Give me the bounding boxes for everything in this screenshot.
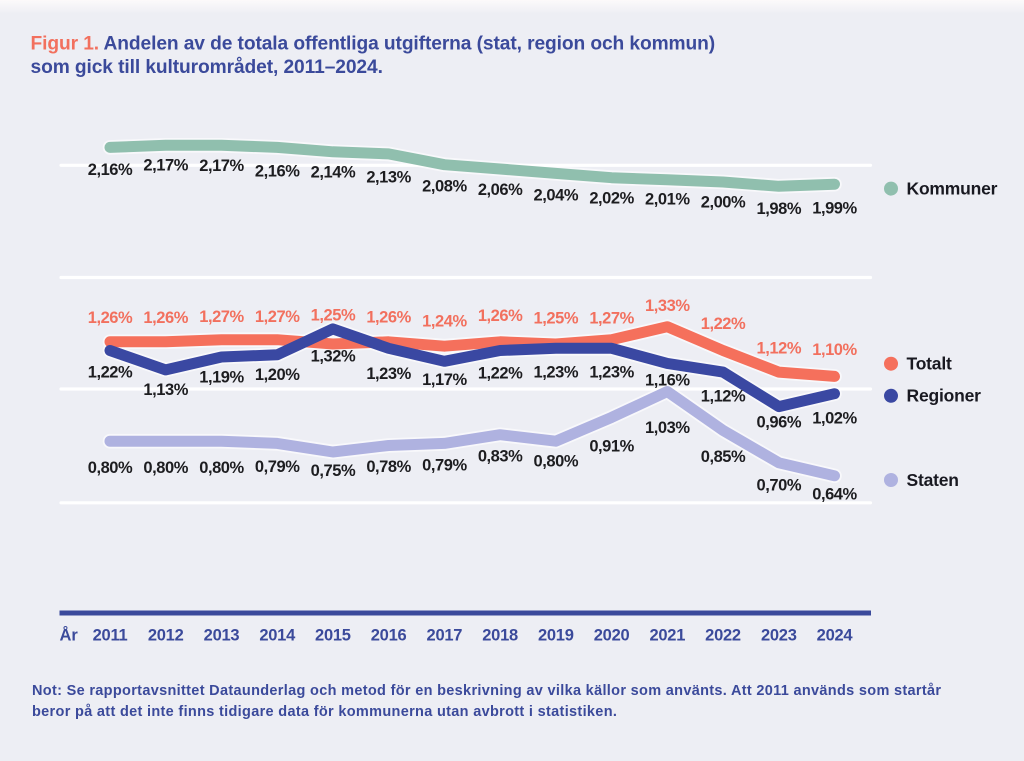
svg-text:2,13%: 2,13% — [366, 169, 411, 187]
svg-text:2011: 2011 — [93, 627, 128, 645]
svg-text:2022: 2022 — [705, 627, 741, 645]
svg-text:1,26%: 1,26% — [478, 307, 523, 325]
svg-text:1,03%: 1,03% — [645, 419, 690, 437]
svg-text:0,80%: 0,80% — [534, 453, 579, 471]
svg-text:1,22%: 1,22% — [478, 365, 523, 383]
svg-text:0,80%: 0,80% — [199, 459, 244, 477]
svg-text:1,22%: 1,22% — [701, 315, 746, 333]
svg-text:1,12%: 1,12% — [757, 340, 802, 358]
svg-text:2,02%: 2,02% — [589, 190, 634, 208]
svg-text:2012: 2012 — [148, 627, 184, 645]
svg-text:2,17%: 2,17% — [143, 157, 188, 175]
svg-text:1,25%: 1,25% — [534, 309, 579, 327]
svg-text:Kommuner: Kommuner — [907, 179, 998, 199]
svg-text:Not: Se rapportavsnittet Datau: Not: Se rapportavsnittet Dataunderlag oc… — [32, 683, 941, 699]
svg-text:2021: 2021 — [649, 627, 685, 645]
svg-text:Staten: Staten — [907, 470, 959, 490]
svg-text:1,13%: 1,13% — [143, 381, 188, 399]
svg-text:2020: 2020 — [594, 627, 630, 645]
svg-text:1,26%: 1,26% — [143, 309, 188, 327]
svg-text:2,17%: 2,17% — [199, 157, 244, 175]
svg-text:1,98%: 1,98% — [757, 200, 802, 218]
svg-text:1,32%: 1,32% — [311, 347, 356, 365]
svg-text:2,14%: 2,14% — [311, 164, 356, 182]
svg-text:1,25%: 1,25% — [311, 307, 356, 325]
svg-text:2,00%: 2,00% — [701, 194, 746, 212]
svg-text:Regioner: Regioner — [907, 386, 982, 406]
svg-text:2023: 2023 — [761, 627, 797, 645]
svg-text:0,79%: 0,79% — [255, 458, 300, 476]
svg-text:0,91%: 0,91% — [589, 437, 634, 455]
svg-text:0,83%: 0,83% — [478, 447, 523, 465]
svg-text:2,04%: 2,04% — [534, 186, 579, 204]
svg-text:2,16%: 2,16% — [88, 161, 133, 179]
svg-text:0,96%: 0,96% — [757, 414, 802, 432]
svg-text:2017: 2017 — [427, 627, 463, 645]
svg-text:1,23%: 1,23% — [534, 363, 579, 381]
svg-text:1,12%: 1,12% — [701, 388, 746, 406]
svg-text:1,33%: 1,33% — [645, 297, 690, 315]
svg-text:1,02%: 1,02% — [812, 409, 857, 427]
svg-text:1,22%: 1,22% — [88, 363, 133, 381]
svg-text:0,70%: 0,70% — [757, 477, 802, 495]
svg-text:2013: 2013 — [204, 627, 240, 645]
svg-text:2,16%: 2,16% — [255, 162, 300, 180]
svg-text:Totalt: Totalt — [907, 354, 953, 374]
svg-text:som gick till kulturområdet, 2: som gick till kulturområdet, 2011–2024. — [31, 57, 383, 78]
svg-text:1,20%: 1,20% — [255, 366, 300, 384]
svg-text:0,64%: 0,64% — [812, 486, 857, 504]
svg-text:1,23%: 1,23% — [589, 363, 634, 381]
svg-text:0,75%: 0,75% — [311, 462, 356, 480]
svg-text:1,26%: 1,26% — [366, 309, 411, 327]
svg-text:2016: 2016 — [371, 627, 407, 645]
svg-text:2,06%: 2,06% — [478, 181, 523, 199]
svg-text:1,16%: 1,16% — [645, 371, 690, 389]
svg-text:1,23%: 1,23% — [366, 365, 411, 383]
svg-text:2024: 2024 — [817, 627, 854, 645]
svg-text:1,99%: 1,99% — [812, 199, 857, 217]
svg-text:0,80%: 0,80% — [143, 459, 188, 477]
svg-text:2019: 2019 — [538, 627, 574, 645]
svg-text:1,17%: 1,17% — [422, 371, 467, 389]
svg-text:2014: 2014 — [259, 627, 296, 645]
svg-text:1,26%: 1,26% — [88, 309, 133, 327]
svg-text:1,27%: 1,27% — [255, 308, 300, 326]
svg-text:1,27%: 1,27% — [199, 308, 244, 326]
svg-text:2,08%: 2,08% — [422, 177, 467, 195]
svg-text:Figur 1. Andelen av de totala: Figur 1. Andelen av de totala offentliga… — [31, 34, 716, 55]
svg-text:0,85%: 0,85% — [701, 448, 746, 466]
svg-text:0,78%: 0,78% — [366, 458, 411, 476]
svg-text:1,24%: 1,24% — [422, 312, 467, 330]
svg-text:1,19%: 1,19% — [199, 369, 244, 387]
svg-text:beror på att det inte finns ti: beror på att det inte finns tidigare dat… — [32, 704, 617, 720]
svg-text:2,01%: 2,01% — [645, 191, 690, 209]
svg-text:2018: 2018 — [482, 627, 518, 645]
svg-text:1,27%: 1,27% — [589, 309, 634, 327]
svg-text:År: År — [60, 626, 79, 645]
svg-text:1,10%: 1,10% — [812, 341, 857, 359]
svg-text:0,80%: 0,80% — [88, 459, 133, 477]
svg-text:2015: 2015 — [315, 627, 351, 645]
svg-text:0,79%: 0,79% — [422, 457, 467, 475]
